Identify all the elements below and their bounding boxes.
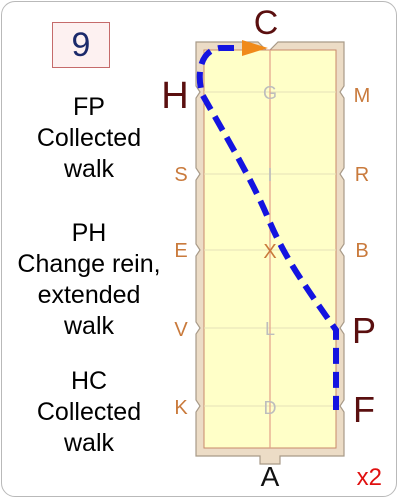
letter-p: P (352, 310, 376, 351)
letter-l: L (265, 319, 275, 339)
instruction-3: HC Collected walk (36, 367, 142, 457)
letter-i: I (267, 165, 272, 185)
letter-h: H (161, 75, 188, 117)
letter-d: D (264, 398, 277, 418)
letter-r: R (355, 164, 369, 186)
letter-k: K (174, 397, 188, 419)
instruction-1: FP Collected walk (36, 93, 142, 183)
letter-e: E (174, 240, 187, 262)
letter-s: S (174, 164, 187, 186)
letter-m: M (354, 85, 371, 107)
letter-c: C (254, 4, 279, 42)
letter-x: X (263, 241, 276, 263)
letter-f: F (353, 389, 375, 430)
movement-number: 9 (71, 25, 91, 64)
letter-g: G (263, 83, 277, 103)
repeat-multiplier: x2 (356, 464, 382, 491)
letter-a: A (261, 461, 280, 492)
letter-b: B (355, 240, 368, 262)
direction-arrow-icon (242, 40, 268, 56)
letter-v: V (174, 319, 188, 341)
instruction-2: PH Change rein, extended walk (17, 219, 161, 340)
movement-number-box: 9 (52, 22, 110, 68)
